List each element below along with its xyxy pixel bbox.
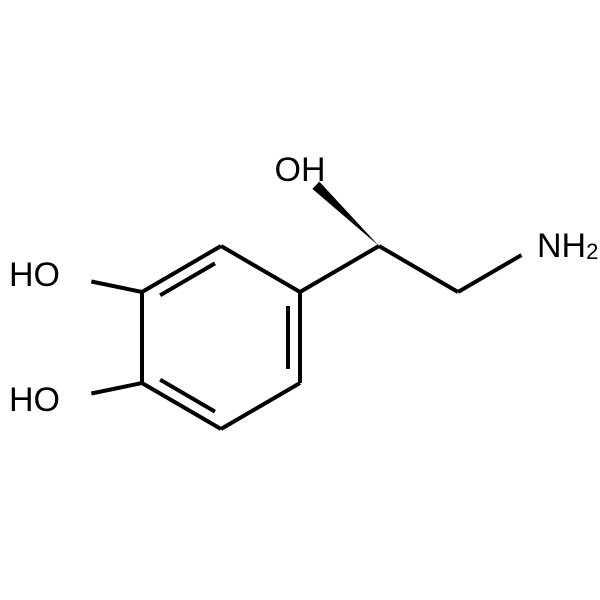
bond-single	[91, 281, 142, 292]
bond-single	[221, 246, 300, 292]
bond-single	[300, 246, 379, 292]
chemical-structure: OH HO HO NH2	[0, 0, 600, 600]
bond-single	[379, 246, 458, 292]
bond-wedge	[312, 182, 379, 246]
atom-label-o4: HO	[9, 381, 60, 419]
bond-double-inner	[160, 263, 215, 295]
bond-double-inner	[160, 380, 215, 412]
bond-single	[458, 255, 521, 292]
atom-label-o7: OH	[275, 151, 326, 189]
bond-single	[221, 383, 300, 429]
atom-label-n: NH2	[537, 227, 598, 265]
atom-label-o5: HO	[9, 256, 60, 294]
bond-single	[91, 383, 142, 394]
